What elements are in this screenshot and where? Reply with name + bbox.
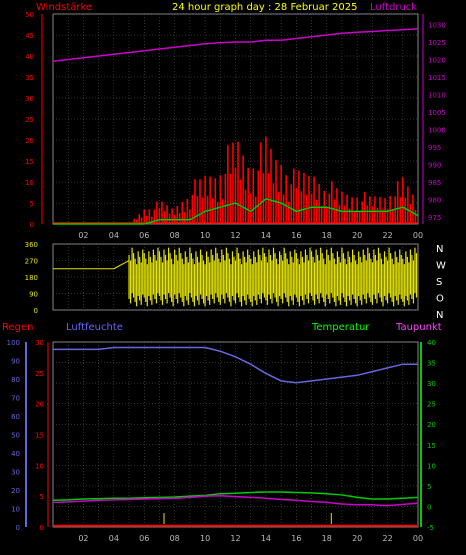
rain-tick-label: 10	[35, 462, 44, 470]
direction-tick-label: 90	[29, 291, 38, 299]
humidity-tick-label: 40	[11, 450, 20, 458]
temp-tick-label: 15	[427, 442, 436, 450]
pressure-tick-label: 975	[428, 214, 441, 222]
pressure-tick-label: 1010	[428, 92, 446, 100]
wind-hour-tick: 08	[170, 231, 180, 240]
rain-tick-label: 25	[35, 370, 44, 378]
pressure-tick-label: 985	[428, 179, 441, 187]
pressure-tick-label: 990	[428, 162, 441, 170]
wind-tick-label: 15	[25, 158, 34, 166]
wind-hour-tick: 18	[322, 231, 332, 240]
header-left-label: Windstärke	[36, 2, 92, 13]
rain-tick-label: 20	[35, 401, 44, 409]
climate-hour-tick: 20	[352, 534, 362, 543]
direction-tick-label: 180	[25, 274, 38, 282]
pressure-tick-label: 995	[428, 144, 441, 152]
temp-tick-label: -5	[427, 524, 434, 532]
humidity-line	[53, 346, 418, 384]
temp-tick-label: 10	[427, 462, 436, 470]
pressure-tick-label: 1005	[428, 109, 446, 117]
humidity-tick-label: 10	[11, 506, 20, 514]
climate-hour-tick: 16	[291, 534, 301, 543]
wind-tick-label: 45	[25, 32, 34, 40]
direction-compass-label: W	[436, 261, 446, 272]
wind-hour-tick: 10	[200, 231, 210, 240]
humidity-tick-label: 100	[7, 339, 20, 347]
humidity-tick-label: 80	[11, 376, 20, 384]
direction-compass-label: S	[436, 277, 442, 288]
wind-tick-label: 0	[30, 221, 34, 229]
climate-hour-tick: 02	[78, 534, 88, 543]
wind-hour-tick: 00	[413, 231, 423, 240]
temp-tick-label: 0	[427, 503, 431, 511]
wind-hour-tick: 06	[139, 231, 149, 240]
direction-tick-label: 360	[25, 241, 38, 249]
pressure-tick-label: 1030	[428, 22, 446, 30]
label-regen: Regen	[2, 322, 34, 333]
wind-tick-label: 10	[25, 179, 34, 187]
header-right-label: Luftdruck	[370, 2, 417, 13]
humidity-tick-label: 0	[16, 524, 20, 532]
direction-compass-label: N	[436, 310, 443, 321]
pressure-tick-label: 1000	[428, 127, 446, 135]
climate-hour-tick: 10	[200, 534, 210, 543]
climate-hour-tick: 22	[382, 534, 392, 543]
label-taupunkt: Taupunkt	[395, 322, 442, 333]
wind-hour-tick: 14	[261, 231, 271, 240]
wind-hour-tick: 22	[382, 231, 392, 240]
dewpoint-line	[52, 495, 419, 507]
label-temperatur: Temperatur	[311, 322, 370, 333]
rain-tick-label: 15	[35, 432, 44, 440]
humidity-tick-label: 50	[11, 432, 20, 440]
wind-hour-tick: 04	[109, 231, 119, 240]
direction-compass-label: O	[436, 294, 444, 305]
wind-hour-tick: 02	[78, 231, 88, 240]
wind-hour-tick: 16	[291, 231, 301, 240]
wind-tick-label: 35	[25, 74, 34, 82]
pressure-line	[52, 27, 419, 62]
direction-tick-label: 270	[25, 258, 38, 266]
temp-tick-label: 25	[427, 401, 436, 409]
temp-tick-label: 20	[427, 421, 436, 429]
pressure-tick-label: 1015	[428, 74, 446, 82]
temperature-line	[52, 491, 419, 502]
humidity-tick-label: 70	[11, 395, 20, 403]
rain-tick-label: 0	[40, 524, 44, 532]
direction-tick-label: 0	[34, 307, 38, 315]
wind-hour-tick: 12	[230, 231, 240, 240]
wind-hour-tick: 20	[352, 231, 362, 240]
humidity-tick-label: 20	[11, 487, 20, 495]
wind-mean-line	[53, 197, 419, 225]
direction-segment	[113, 260, 130, 270]
climate-hour-tick: 00	[413, 534, 423, 543]
temp-tick-label: 30	[427, 380, 436, 388]
rain-tick-label: 5	[40, 493, 44, 501]
climate-hour-tick: 06	[139, 534, 149, 543]
label-luftfeuchte: Luftfeuchte	[66, 322, 123, 333]
temp-tick-label: 40	[427, 339, 436, 347]
wind-tick-label: 30	[25, 95, 34, 103]
direction-compass-label: N	[436, 244, 443, 255]
humidity-tick-label: 30	[11, 469, 20, 477]
wind-tick-label: 5	[30, 200, 34, 208]
pressure-tick-label: 1025	[428, 39, 446, 47]
wind-tick-label: 40	[25, 53, 34, 61]
climate-hour-tick: 18	[322, 534, 332, 543]
pressure-tick-label: 1020	[428, 57, 446, 65]
climate-hour-tick: 14	[261, 534, 271, 543]
humidity-tick-label: 60	[11, 413, 20, 421]
climate-hour-tick: 04	[109, 534, 119, 543]
pressure-tick-label: 980	[428, 197, 441, 205]
header-title: 24 hour graph day : 28 Februar 2025	[172, 2, 357, 13]
climate-hour-tick: 12	[230, 534, 240, 543]
humidity-tick-label: 90	[11, 358, 20, 366]
wind-tick-label: 50	[25, 11, 34, 19]
climate-hour-tick: 08	[170, 534, 180, 543]
temp-tick-label: 35	[427, 360, 436, 368]
rain-tick-label: 30	[35, 339, 44, 347]
wind-tick-label: 25	[25, 116, 34, 124]
wind-tick-label: 20	[25, 137, 34, 145]
temp-tick-label: 5	[427, 483, 431, 491]
